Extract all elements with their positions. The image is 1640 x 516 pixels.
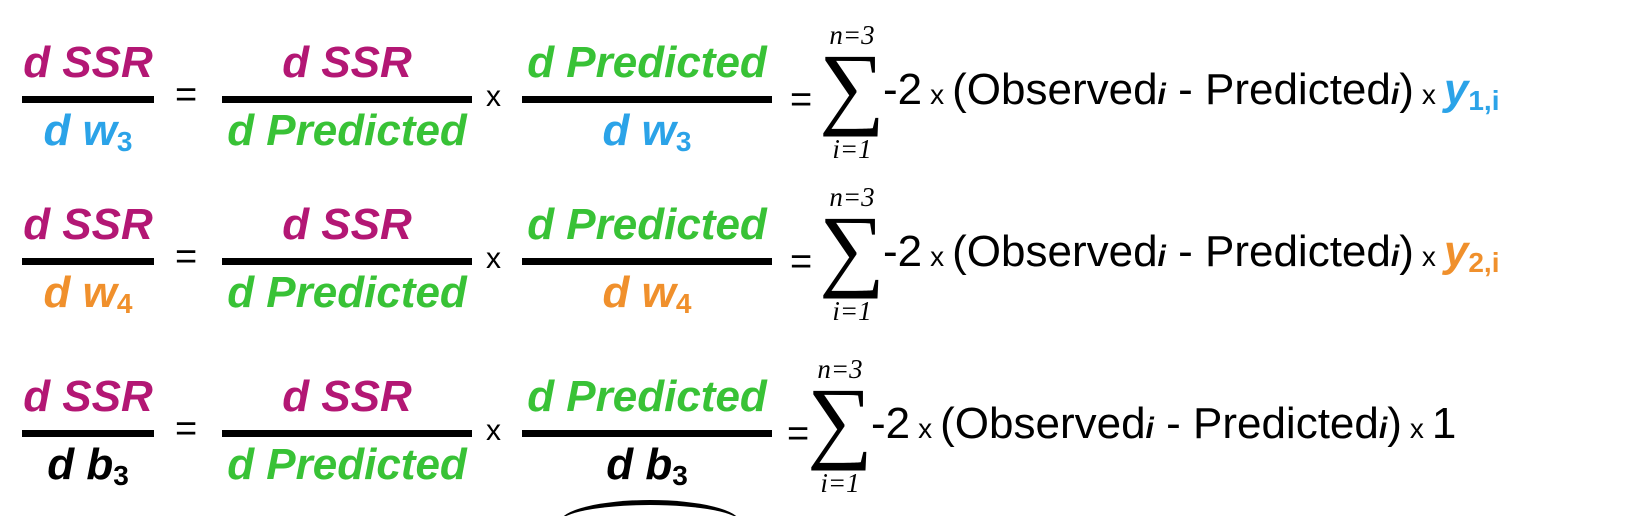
sigma-icon: ∑ bbox=[819, 197, 885, 299]
summation-lower-limit: i=1 bbox=[832, 134, 872, 164]
summation-lower-limit: i=1 bbox=[820, 468, 860, 498]
y-term: y1,i bbox=[1443, 65, 1500, 116]
summation-upper-limit: n=3 bbox=[817, 354, 863, 384]
first-denominator: d Predicted bbox=[227, 268, 467, 317]
fraction-bar bbox=[22, 258, 154, 265]
summation-upper-limit: n=3 bbox=[829, 20, 875, 50]
lhs-numerator: d SSR bbox=[23, 200, 153, 249]
times-sign: x bbox=[486, 242, 501, 275]
first-denominator: d Predicted bbox=[227, 440, 467, 489]
equation-b3: d SSR d b3 = d SSR d Predicted x d Predi… bbox=[0, 354, 1640, 516]
summation-term: -2 x (Observedi - Predictedi) x 1 bbox=[871, 399, 1457, 448]
fraction-bar bbox=[522, 96, 772, 103]
second-denominator: d w4 bbox=[602, 268, 692, 319]
fraction-bar bbox=[222, 96, 472, 103]
summation: n=3 ∑ i=1 bbox=[817, 182, 887, 332]
times-sign: x bbox=[486, 80, 501, 113]
lhs-denominator: d w3 bbox=[43, 106, 133, 157]
fraction-bar bbox=[222, 430, 472, 437]
fraction-bar bbox=[222, 258, 472, 265]
first-denominator: d Predicted bbox=[227, 106, 467, 155]
y-term: y2,i bbox=[1443, 227, 1500, 278]
second-numerator: d Predicted bbox=[527, 372, 767, 421]
summation: n=3 ∑ i=1 bbox=[805, 354, 875, 504]
lhs-denominator: d b3 bbox=[47, 440, 129, 491]
second-numerator: d Predicted bbox=[527, 38, 767, 87]
summation-upper-limit: n=3 bbox=[829, 182, 875, 212]
second-denominator: d w3 bbox=[602, 106, 692, 157]
equation-w4: d SSR d w4 = d SSR d Predicted x d Predi… bbox=[0, 182, 1640, 352]
first-numerator: d SSR bbox=[282, 372, 412, 421]
first-numerator: d SSR bbox=[282, 200, 412, 249]
fraction-bar bbox=[522, 430, 772, 437]
summation-lower-limit: i=1 bbox=[832, 296, 872, 326]
times-sign: x bbox=[486, 414, 501, 447]
sigma-icon: ∑ bbox=[807, 369, 873, 471]
summation: n=3 ∑ i=1 bbox=[817, 20, 887, 170]
equals-sign: = bbox=[175, 408, 198, 450]
sigma-icon: ∑ bbox=[819, 35, 885, 137]
fraction-bar bbox=[22, 96, 154, 103]
second-numerator: d Predicted bbox=[527, 200, 767, 249]
first-numerator: d SSR bbox=[282, 38, 412, 87]
rhs-equals-sign: = bbox=[787, 413, 810, 455]
summation-term: -2 x (Observedi - Predictedi) x y1,i bbox=[883, 65, 1500, 116]
partial-circle-outline bbox=[560, 500, 740, 516]
equals-sign: = bbox=[175, 74, 198, 116]
lhs-denominator: d w4 bbox=[43, 268, 133, 319]
fraction-bar bbox=[22, 430, 154, 437]
lhs-numerator: d SSR bbox=[23, 372, 153, 421]
second-denominator: d b3 bbox=[606, 440, 688, 491]
fraction-bar bbox=[522, 258, 772, 265]
rhs-equals-sign: = bbox=[790, 79, 813, 121]
equation-w3: d SSR d w3 = d SSR d Predicted x d Predi… bbox=[0, 20, 1640, 190]
lhs-numerator: d SSR bbox=[23, 38, 153, 87]
rhs-equals-sign: = bbox=[790, 241, 813, 283]
equals-sign: = bbox=[175, 236, 198, 278]
summation-term: -2 x (Observedi - Predictedi) x y2,i bbox=[883, 227, 1500, 278]
